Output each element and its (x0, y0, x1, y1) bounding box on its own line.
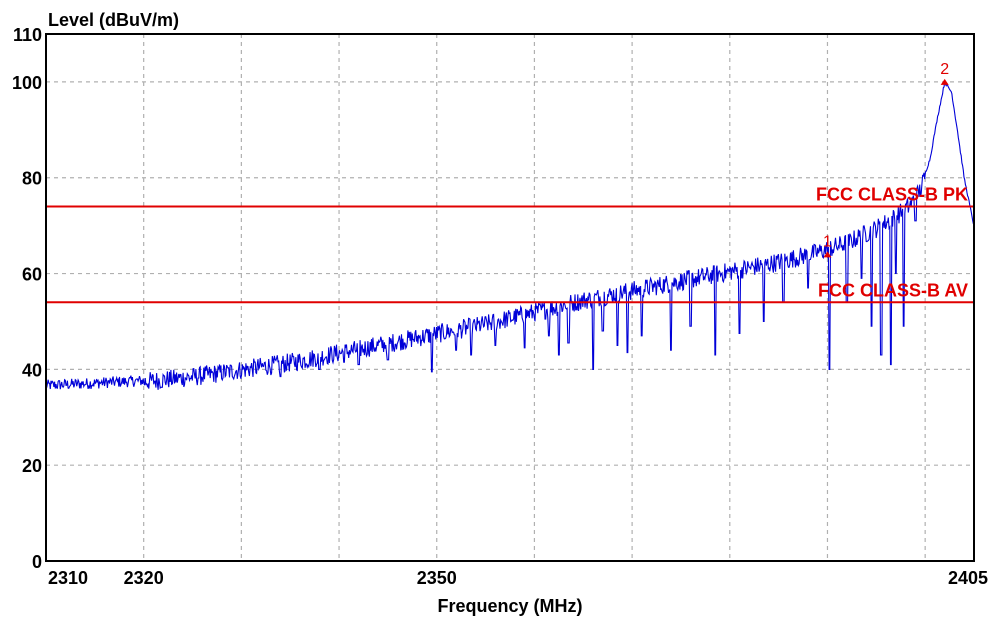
y-tick-label: 80 (22, 169, 42, 189)
trace-layer (45, 80, 975, 390)
y-tick-label: 110 (13, 25, 42, 45)
y-tick-label: 40 (22, 360, 42, 380)
marker-point (823, 251, 832, 258)
y-tick-label: 60 (22, 265, 42, 285)
x-tick-label: 2320 (124, 568, 164, 588)
limit-line-label: FCC CLASS-B AV (818, 280, 968, 300)
y-tick-label: 20 (22, 456, 42, 476)
limit-line-label: FCC CLASS-B PK (816, 184, 968, 204)
y-tick-label: 0 (32, 552, 42, 572)
x-axis-label: Frequency (MHz) (437, 596, 582, 616)
x-tick-label: 2310 (48, 568, 88, 588)
marker-label: 1 (823, 233, 832, 250)
y-tick-label: 100 (12, 73, 42, 93)
y-tick-labels: 0 20 40 60 80 100 110 (12, 25, 42, 572)
limit-line-layer: FCC CLASS-B PK FCC CLASS-B AV (46, 184, 974, 304)
spectrum-trace (45, 80, 975, 390)
x-tick-labels: 2310 2320 2350 2405 (48, 568, 988, 588)
x-tick-label: 2350 (417, 568, 457, 588)
marker-label: 2 (940, 61, 949, 78)
y-axis-label: Level (dBuV/m) (48, 10, 179, 30)
plot-frame (45, 33, 975, 562)
marker-layer: 12 (823, 61, 949, 258)
marker-point (940, 78, 949, 85)
x-tick-label: 2405 (948, 568, 988, 588)
